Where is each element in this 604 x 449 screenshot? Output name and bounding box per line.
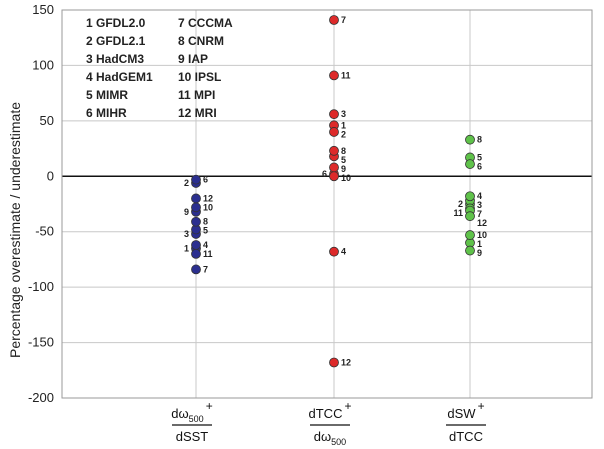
category-labels: dω500+ dSST dTCC + dω500 dSW + dTCC (171, 399, 486, 447)
data-point (191, 202, 201, 213)
data-point (191, 174, 201, 185)
point-label: 3 (341, 109, 346, 119)
point-label: 6 (203, 175, 208, 185)
legend-entry: 5 MIMR (86, 88, 128, 102)
data-point (329, 162, 339, 173)
legend-entry: 8 CNRM (178, 34, 224, 48)
point-label: 11 (341, 70, 351, 80)
data-point (329, 171, 339, 182)
category-denominator: dSST (176, 429, 209, 444)
y-tick-label: -50 (35, 224, 54, 239)
data-point (191, 264, 201, 275)
point-label: 5 (477, 152, 482, 162)
data-point (465, 134, 475, 145)
point-label: 4 (341, 247, 346, 257)
y-tick-label: 100 (32, 57, 54, 72)
point-label: 12 (341, 358, 351, 368)
point-label: 1 (184, 243, 189, 253)
y-tick-label: 0 (47, 168, 54, 183)
category-numerator: dSW + (447, 399, 484, 421)
point-label: 3 (184, 229, 189, 239)
point-label: 8 (341, 146, 346, 156)
legend-entry: 11 MPI (178, 88, 215, 102)
point-label: 5 (341, 155, 346, 165)
data-point (329, 357, 339, 368)
point-label: 9 (477, 248, 482, 258)
y-tick-label: -150 (28, 335, 54, 350)
legend-entry: 10 IPSL (178, 70, 221, 84)
data-point (329, 70, 339, 81)
point-label: 4 (203, 240, 208, 250)
point-label: 7 (203, 264, 208, 274)
axis-layer: 150 100 50 0 -50 -100 -150 -200 (28, 2, 593, 405)
legend-entry: 2 GFDL2.1 (86, 34, 146, 48)
point-label: 5 (203, 226, 208, 236)
plot-frame (61, 9, 593, 399)
data-point (465, 191, 475, 202)
point-label: 2 (341, 129, 346, 139)
point-label: 4 (477, 191, 482, 201)
point-label: 6 (477, 161, 482, 171)
point-label: 8 (203, 217, 208, 227)
point-label: 12 (203, 193, 213, 203)
point-label: 12 (477, 218, 487, 228)
data-point (465, 245, 475, 256)
data-point (191, 248, 201, 259)
category-label: dTCC + dω500 (309, 399, 352, 447)
y-tick-label: 150 (32, 2, 54, 17)
y-tick-label: -200 (28, 390, 54, 405)
data-point (191, 216, 201, 227)
data-point (329, 246, 339, 257)
grid-layer (62, 9, 592, 399)
point-label: 10 (203, 202, 213, 212)
category-numerator: dω500+ (171, 399, 212, 424)
point-label: 7 (477, 209, 482, 219)
data-point (191, 193, 201, 204)
point-label: 11 (203, 249, 213, 259)
point-label: 7 (341, 15, 346, 25)
category-label: dSW + dTCC (446, 399, 486, 444)
legend-entry: 12 MRI (178, 106, 217, 120)
legend-entry: 3 HadCM3 (86, 52, 144, 66)
point-label: 1 (477, 239, 482, 249)
data-point (191, 240, 201, 250)
data-point (465, 230, 475, 240)
data-point (465, 159, 475, 169)
point-label: 10 (341, 173, 351, 183)
category-label: dω500+ dSST (171, 399, 212, 444)
point-label: 2 (458, 199, 463, 209)
data-point (465, 211, 475, 222)
legend-entry: 4 HadGEM1 (86, 70, 153, 84)
point-label: 9 (341, 164, 346, 174)
legend: 1 GFDL2.0 2 GFDL2.1 3 HadCM3 4 HadGEM1 5 MIM… (86, 16, 233, 120)
point-label: 2 (184, 178, 189, 188)
y-tick-label: -100 (28, 279, 54, 294)
data-point (329, 127, 339, 137)
legend-entry: 6 MIHR (86, 106, 127, 120)
point-label: 1 (341, 120, 346, 130)
legend-entry: 7 CCCMA (178, 16, 233, 30)
y-axis-label: Percentage overestimate / underestimate (7, 102, 23, 358)
data-point (329, 15, 339, 25)
legend-entry: 9 IAP (178, 52, 208, 66)
point-label: 6 (322, 169, 327, 179)
point-label: 11 (453, 208, 463, 218)
y-tick-label: 50 (40, 113, 54, 128)
category-denominator: dω500 (314, 429, 346, 447)
category-denominator: dTCC (449, 429, 483, 444)
point-label: 10 (477, 230, 487, 240)
point-label: 3 (477, 200, 482, 210)
point-label: 8 (477, 135, 482, 145)
legend-entry: 1 GFDL2.0 (86, 16, 146, 30)
data-point (329, 145, 339, 156)
point-label: 9 (184, 207, 189, 217)
data-point (329, 109, 339, 120)
category-numerator: dTCC + (309, 399, 352, 421)
